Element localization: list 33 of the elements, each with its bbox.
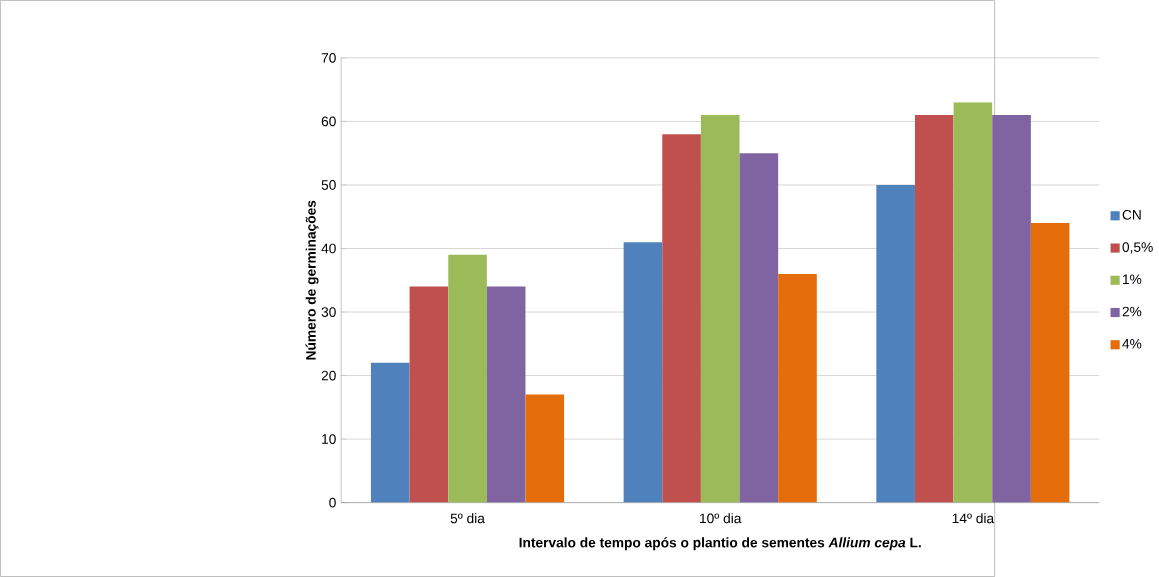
y-tick-label: 20 [321, 370, 336, 381]
bar [525, 394, 565, 503]
y-tick-label: 30 [321, 307, 336, 317]
bar [409, 286, 449, 503]
y-tick-label: 50 [321, 180, 336, 190]
legend-label: 4% [1122, 338, 1142, 349]
x-axis-title: Intervalo de tempo após o plantio de sementes Allium cepa L. [519, 537, 921, 551]
bar [914, 115, 954, 503]
bar [486, 286, 526, 503]
legend-label: 0,5% [1122, 242, 1153, 254]
bar [700, 115, 740, 503]
bar [739, 153, 779, 503]
x-tick-label: 5º dia [450, 513, 485, 524]
bar [953, 102, 993, 503]
bar [1030, 223, 1070, 503]
y-tick-label: 40 [321, 243, 336, 254]
y-tick-label: 10 [322, 434, 336, 444]
bar [370, 362, 410, 503]
bar [623, 242, 663, 503]
legend-label: CN [1122, 209, 1141, 220]
legend-label: 2% [1122, 306, 1142, 317]
y-tick-label: 70 [321, 53, 336, 63]
y-tick-label: 60 [321, 116, 336, 127]
bar [448, 254, 487, 503]
bar [778, 273, 817, 503]
bar [876, 184, 915, 503]
bar [662, 134, 701, 503]
y-tick-label: 0 [329, 497, 336, 508]
y-axis-title: Número de germinações [305, 200, 319, 360]
bar [992, 115, 1031, 503]
legend-label: 1% [1123, 274, 1142, 285]
x-tick-label: 10º dia [700, 513, 742, 524]
x-tick-label: 14º dia [952, 513, 995, 524]
